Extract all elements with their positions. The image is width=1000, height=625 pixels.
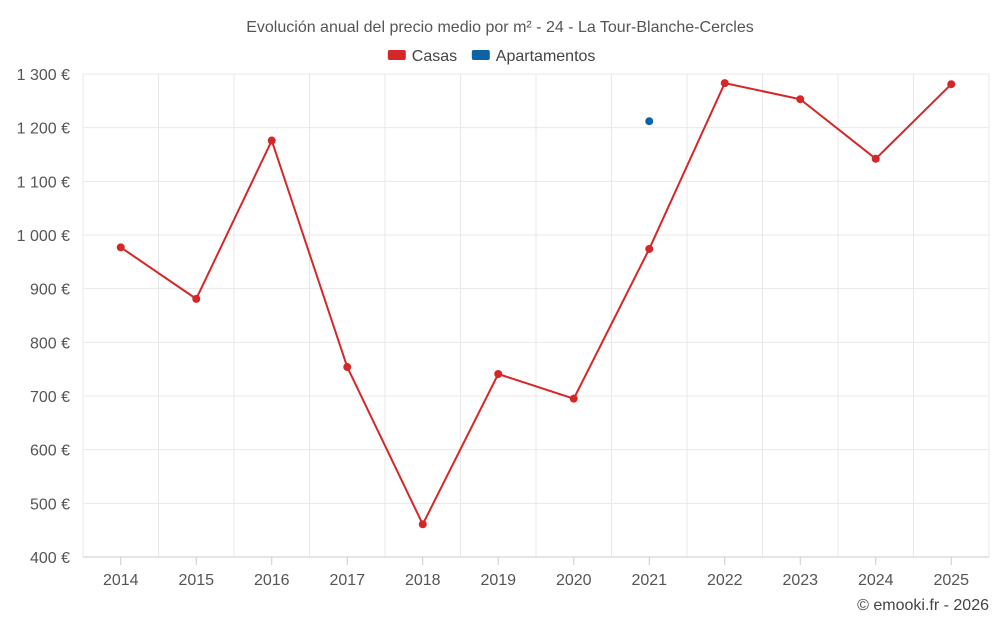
y-tick-label: 1 100 €: [17, 174, 70, 191]
credit-text: © emooki.fr - 2026: [857, 597, 989, 614]
x-tick-label: 2017: [329, 572, 365, 589]
y-tick-label: 1 200 €: [17, 121, 70, 138]
x-tick-label: 2025: [933, 572, 969, 589]
x-tick-label: 2015: [178, 572, 214, 589]
data-point-casas: [569, 394, 578, 403]
y-tick-label: 800 €: [30, 335, 70, 352]
legend-swatch-casas: [387, 50, 406, 60]
legend: Casas Apartamentos: [387, 48, 596, 65]
data-point-casas: [418, 520, 427, 529]
x-tick-label: 2023: [782, 572, 818, 589]
y-tick-label: 900 €: [30, 282, 70, 299]
data-point-casas: [947, 80, 956, 89]
x-tick-label: 2019: [480, 572, 516, 589]
data-point-casas: [343, 363, 352, 372]
y-tick-label: 700 €: [30, 389, 70, 406]
data-point-apartamentos: [645, 117, 654, 126]
axes: 400 € 500 € 600 € 700 € 800 € 900 € 1 000 € 1 1…: [17, 67, 989, 589]
chart-title: Evolución anual del precio medio por m² …: [246, 19, 754, 36]
data-point-casas: [192, 294, 201, 303]
data-point-casas: [267, 136, 276, 145]
data-point-casas: [796, 95, 805, 104]
data-point-casas: [645, 244, 654, 253]
legend-label-apartamentos: Apartamentos: [496, 48, 596, 65]
legend-label-casas: Casas: [412, 48, 457, 65]
series-line-casas: [120, 82, 952, 526]
x-tick-label: 2014: [103, 572, 139, 589]
series-layer: [116, 79, 956, 529]
y-tick-label: 1 000 €: [17, 228, 70, 245]
grid: [82, 73, 990, 558]
x-tick-label: 2016: [254, 572, 290, 589]
y-tick-label: 1 300 €: [17, 67, 70, 84]
x-tick-label: 2018: [405, 572, 441, 589]
data-point-casas: [871, 154, 880, 163]
data-point-casas: [494, 369, 503, 378]
x-tick-label: 2020: [556, 572, 592, 589]
legend-swatch-apartamentos: [471, 50, 490, 60]
x-tick-label: 2024: [858, 572, 894, 589]
data-point-casas: [720, 79, 729, 88]
data-point-casas: [116, 243, 125, 252]
y-tick-label: 500 €: [30, 496, 70, 513]
x-tick-label: 2022: [707, 572, 743, 589]
y-tick-label: 600 €: [30, 443, 70, 460]
y-tick-label: 400 €: [30, 550, 70, 567]
x-tick-label: 2021: [631, 572, 667, 589]
